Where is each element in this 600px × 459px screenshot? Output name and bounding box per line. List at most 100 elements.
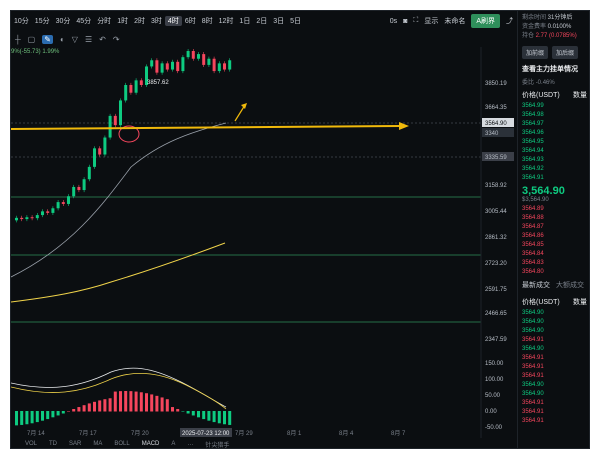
candle-body: [108, 115, 112, 138]
price-axis-label: 2347.59: [485, 337, 507, 343]
tab-large-trades[interactable]: 大额成交: [556, 282, 584, 289]
macd-bar: [108, 398, 112, 412]
candle-body: [197, 54, 200, 59]
macd-bar: [30, 411, 34, 424]
time-axis-label: 7月 14: [27, 430, 45, 437]
timeframe-12时[interactable]: 12时: [218, 18, 234, 25]
crosshair-icon[interactable]: ┼: [15, 34, 21, 44]
macd-bar: [35, 411, 39, 423]
ask-row[interactable]: 3564.97: [522, 121, 544, 127]
timeframe-2时[interactable]: 2时: [134, 18, 145, 25]
timeframe-10分[interactable]: 10分: [14, 18, 29, 25]
candle-body: [217, 63, 221, 72]
trade-row: 3564.90: [522, 319, 544, 325]
indicator-tab[interactable]: MACD: [141, 441, 160, 447]
macd-bar: [98, 400, 102, 412]
ask-row[interactable]: 3564.91: [522, 175, 544, 181]
ask-row[interactable]: 3564.96: [522, 130, 544, 136]
candle-body: [223, 63, 226, 70]
bid-row[interactable]: 3564.84: [522, 251, 544, 257]
camera-icon[interactable]: ◙: [403, 17, 408, 25]
info-line: 持仓 2.77 (0.0785%): [522, 32, 587, 41]
bid-row[interactable]: 3564.86: [522, 233, 544, 239]
price-axis-label: 2591.75: [485, 287, 507, 293]
bid-row[interactable]: 3564.89: [522, 206, 544, 212]
undo-icon[interactable]: ↶: [99, 34, 106, 44]
col-price: 价格(USDT): [522, 92, 560, 99]
filter-icon[interactable]: ▽: [71, 34, 78, 44]
timeframe-1日[interactable]: 1日: [239, 18, 251, 25]
time-axis-label: 7月 20: [131, 430, 149, 437]
timeframe-8时[interactable]: 8时: [201, 18, 213, 25]
share-icon[interactable]: ⤴: [506, 18, 513, 25]
pencil-icon[interactable]: ✎: [42, 34, 53, 44]
macd-bar: [67, 411, 70, 412]
timeframe-45分[interactable]: 45分: [76, 18, 92, 25]
candle-body: [202, 54, 206, 65]
bid-row[interactable]: 3564.85: [522, 242, 544, 248]
bid-row[interactable]: 3564.87: [522, 224, 544, 230]
timeframe-15分[interactable]: 15分: [34, 18, 50, 25]
sidebar-buttons: 加前缀 加后缀: [518, 44, 589, 61]
magnet-icon[interactable]: ▢: [27, 34, 36, 44]
timeframe-3日[interactable]: 3日: [273, 18, 285, 25]
price-tag: [482, 128, 514, 137]
timeframe-30分[interactable]: 30分: [55, 18, 71, 25]
macd-axis-label: 150.00: [485, 361, 504, 367]
macd-bar: [77, 407, 81, 412]
trade-row: 3564.91: [522, 355, 544, 361]
info-line: 剩余时间 31分钟后: [522, 14, 587, 23]
ask-row[interactable]: 3564.93: [522, 157, 544, 163]
info-line: 资金费率 0.0100%: [522, 23, 587, 32]
order-book-sidebar: 剩余时间 31分钟后 资金费率 0.0100% 持仓 2.77 (0.0785%) …: [517, 11, 589, 448]
ask-row[interactable]: 3564.98: [522, 112, 544, 118]
indicator-tab[interactable]: SAR: [69, 441, 82, 447]
ask-row[interactable]: 3564.95: [522, 139, 544, 145]
display-button[interactable]: 显示: [424, 18, 439, 25]
ask-row[interactable]: 3564.94: [522, 148, 544, 154]
timeframe-2日[interactable]: 2日: [256, 18, 268, 25]
bid-row[interactable]: 3564.80: [522, 269, 544, 275]
indicator-tab[interactable]: 针尖猎手: [205, 442, 230, 449]
timeframe-3时[interactable]: 3时: [151, 18, 162, 25]
macd-bar: [160, 397, 164, 412]
indicator-tab[interactable]: A: [171, 441, 176, 447]
sidebar-button[interactable]: 加前缀: [522, 46, 549, 59]
timeframe-6时[interactable]: 6时: [184, 18, 196, 25]
tab-latest-trades[interactable]: 最新成交: [522, 282, 550, 289]
a-refresh-button[interactable]: A刷界: [471, 14, 500, 28]
macd-axis-label: 100.00: [485, 377, 504, 383]
seconds-toggle[interactable]: 0s: [389, 17, 398, 25]
trade-row: 3564.91: [522, 373, 544, 379]
price-chart[interactable]: 3850.19 3664.35 3564.90 3340 3335.59 3158.92 3…: [11, 47, 517, 438]
timeframe-4时[interactable]: 4时: [164, 16, 182, 26]
indicator-tab[interactable]: BOLL: [114, 441, 130, 447]
indicator-tab[interactable]: VOL: [25, 441, 38, 447]
redo-icon[interactable]: ↷: [112, 34, 120, 44]
trade-row: 3564.91: [522, 364, 544, 370]
trade-row: 3564.90: [522, 391, 544, 397]
bid-row[interactable]: 3564.88: [522, 215, 544, 221]
list-icon[interactable]: ☰: [84, 34, 93, 44]
asks-list: 3564.99 3564.98 3564.97 3564.96 3564.95 3564.…: [518, 102, 589, 183]
ask-row[interactable]: 3564.99: [522, 103, 544, 109]
fullscreen-icon[interactable]: ⛶: [413, 17, 419, 24]
depth-title[interactable]: 查看主力挂单情况: [522, 66, 578, 73]
ask-row[interactable]: 3564.92: [522, 166, 544, 172]
indicator-tab[interactable]: TD: [49, 441, 58, 447]
indicator-tab[interactable]: MA: [93, 441, 103, 447]
layout-name[interactable]: 未命名: [444, 18, 466, 25]
candle-body: [228, 60, 232, 70]
indicator-tab[interactable]: …: [187, 441, 194, 447]
timeframe-1时[interactable]: 1时: [117, 18, 129, 25]
ratio-label: 委比: [522, 80, 535, 86]
timeframe-分时[interactable]: 分时: [97, 18, 112, 25]
trade-row: 3564.90: [522, 346, 544, 352]
timeframe-5日[interactable]: 5日: [290, 18, 302, 25]
bid-row[interactable]: 3564.83: [522, 260, 544, 266]
macd-bar: [82, 405, 86, 412]
candle-body: [165, 63, 169, 70]
sidebar-button[interactable]: 加后缀: [552, 46, 579, 59]
eye-icon[interactable]: ◐: [59, 34, 65, 44]
trades-list: 3564.90 3564.90 3564.90 3564.91 3564.90 3564.…: [518, 309, 589, 426]
